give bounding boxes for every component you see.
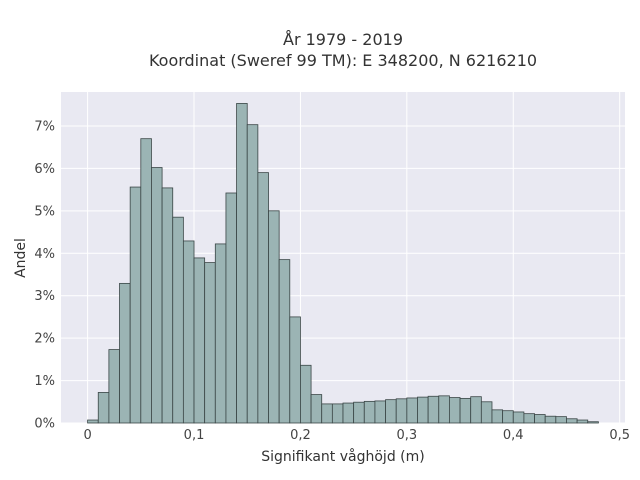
histogram-bar — [406, 397, 418, 424]
histogram-bar — [257, 172, 269, 424]
y-axis-title: Andel — [13, 238, 29, 278]
x-tick-label: 0,4 — [503, 428, 524, 443]
histogram-bar — [268, 210, 280, 424]
x-tick-labels: 0 0,1 0,2 0,3 0,4 0,5 — [83, 428, 630, 443]
histogram-bar — [342, 402, 355, 424]
histogram-bar — [161, 187, 174, 424]
y-tick-label: 7% — [34, 119, 55, 134]
histogram-bar — [321, 403, 333, 424]
histogram-bar — [119, 282, 131, 424]
histogram-bar — [459, 397, 472, 424]
histogram-bar — [576, 419, 589, 424]
histogram-bar — [363, 400, 376, 424]
histogram-bar — [480, 401, 493, 424]
histogram-bar — [87, 419, 99, 424]
histogram-bar — [470, 396, 482, 424]
histogram-bar — [172, 216, 184, 424]
histogram-bar — [512, 411, 525, 424]
histogram-bar — [246, 124, 259, 424]
histogram-bar — [544, 415, 557, 424]
histogram-bar — [449, 397, 461, 424]
histogram-bars — [87, 103, 599, 424]
histogram-bar — [566, 418, 578, 424]
histogram-bar — [427, 395, 440, 424]
histogram-bar — [108, 349, 120, 424]
y-tick-label: 3% — [34, 289, 55, 304]
histogram-bar — [129, 186, 142, 424]
histogram-bar — [587, 421, 599, 424]
histogram-bar — [385, 399, 397, 424]
x-tick-label: 0,3 — [397, 428, 418, 443]
histogram-bar — [214, 243, 227, 424]
y-tick-label: 0% — [34, 417, 55, 432]
y-tick-label: 6% — [34, 162, 55, 177]
chart-title-line-2: Koordinat (Sweref 99 TM): E 348200, N 62… — [149, 51, 537, 70]
x-tick-label: 0 — [83, 428, 91, 443]
histogram-bar — [438, 395, 450, 424]
histogram-bar — [353, 401, 365, 424]
x-axis-title: Signifikant våghöjd (m) — [261, 448, 424, 465]
histogram-bar — [236, 103, 248, 424]
x-tick-label: 0,2 — [290, 428, 311, 443]
histogram-bar — [140, 138, 152, 424]
histogram-bar — [300, 364, 312, 424]
histogram-bar — [310, 394, 323, 424]
histogram-bar — [534, 414, 546, 424]
y-tick-label: 4% — [34, 247, 55, 262]
y-tick-label: 5% — [34, 204, 55, 219]
histogram-bar — [204, 262, 216, 424]
histogram-bar — [555, 416, 567, 424]
y-tick-label: 1% — [34, 374, 55, 389]
histogram-bar — [97, 392, 110, 424]
histogram-bar — [182, 240, 195, 424]
histogram-bar — [289, 316, 301, 424]
x-tick-label: 0,5 — [609, 428, 630, 443]
histogram-bar — [417, 396, 429, 424]
y-tick-labels: 0% 1% 2% 3% 4% 5% 6% 7% — [34, 119, 55, 431]
histogram-bar — [502, 410, 514, 424]
chart-title-line-1: År 1979 - 2019 — [283, 30, 403, 49]
histogram-bar — [193, 257, 206, 424]
histogram-bar — [331, 403, 344, 424]
histogram-bar — [395, 398, 408, 424]
x-tick-label: 0,1 — [184, 428, 205, 443]
histogram-bar — [225, 192, 237, 424]
histogram-bar — [374, 400, 386, 424]
histogram-bar — [523, 413, 535, 424]
histogram-bar — [151, 167, 163, 424]
y-tick-label: 2% — [34, 332, 55, 347]
histogram-bar — [278, 259, 291, 424]
histogram-bar — [491, 409, 504, 424]
